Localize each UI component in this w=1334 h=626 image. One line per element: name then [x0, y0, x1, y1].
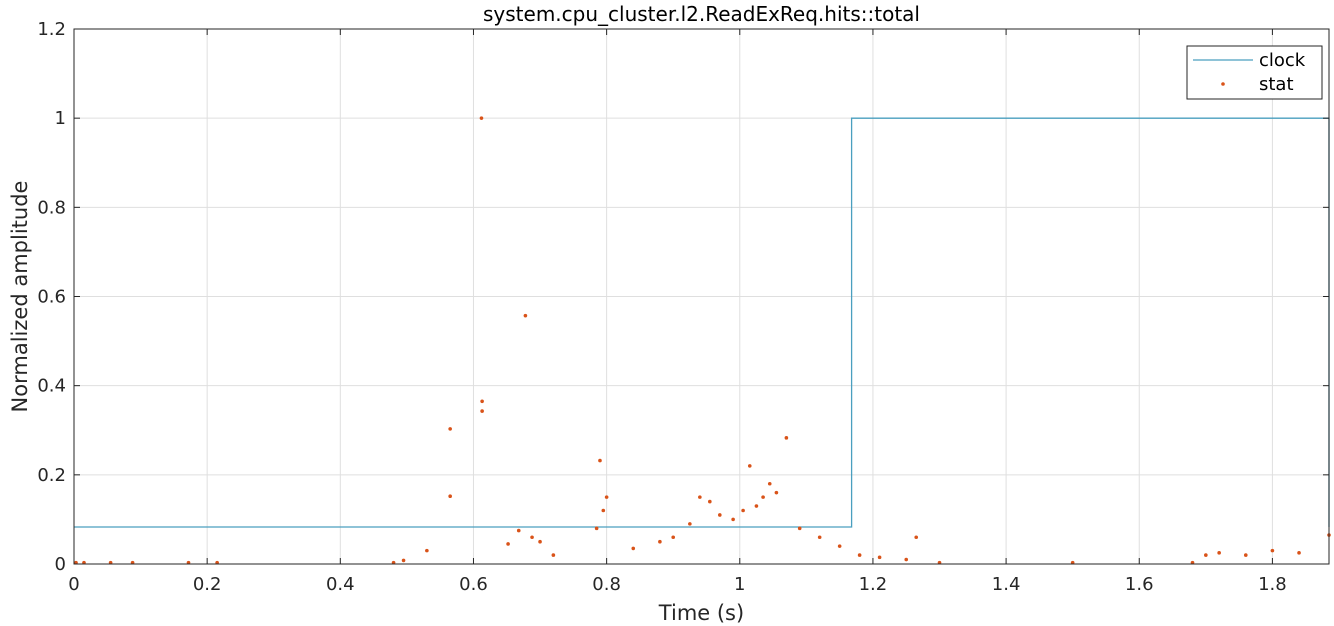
data-point	[448, 427, 452, 431]
data-point	[708, 499, 712, 504]
data-point	[688, 522, 692, 526]
x-tick-label: 0.8	[592, 574, 621, 595]
data-point	[601, 508, 606, 513]
data-point	[914, 535, 919, 540]
data-point	[480, 399, 484, 404]
data-point	[817, 535, 822, 540]
data-point	[1243, 553, 1248, 557]
data-point	[538, 539, 542, 544]
data-point	[401, 558, 406, 563]
y-tick-label: 0.2	[37, 465, 66, 486]
data-point	[658, 539, 662, 544]
data-point	[604, 495, 609, 499]
series-points-stat	[74, 116, 1331, 565]
data-point	[631, 546, 636, 551]
data-point	[698, 495, 702, 499]
data-point	[857, 553, 862, 557]
x-tick-label: 1.2	[859, 574, 888, 595]
data-point	[774, 490, 779, 495]
chart-title: system.cpu_cluster.l2.ReadExReq.hits::to…	[483, 2, 920, 26]
x-tick-label: 0.2	[193, 574, 222, 595]
x-axis-title: Time (s)	[658, 601, 744, 625]
data-point	[530, 535, 534, 540]
x-tick-label: 0	[68, 574, 79, 595]
y-axis-title: Normalized amplitude	[8, 181, 32, 413]
data-point	[671, 535, 676, 540]
x-tick-label: 0.6	[459, 574, 488, 595]
legend: clock stat	[1186, 45, 1323, 100]
data-point	[516, 528, 521, 533]
legend-marker-stat	[1221, 82, 1225, 86]
data-point	[448, 494, 452, 499]
x-tick-label: 1.4	[992, 574, 1021, 595]
y-tick-label: 1.2	[37, 19, 66, 40]
data-point	[767, 481, 772, 486]
data-point	[1297, 551, 1301, 555]
legend-label-clock: clock	[1259, 50, 1306, 71]
data-point	[425, 548, 429, 553]
data-point	[523, 313, 528, 318]
y-tick-label: 0.8	[37, 197, 66, 218]
data-point	[594, 526, 599, 531]
data-point	[784, 436, 789, 440]
data-point	[837, 544, 842, 548]
data-point	[480, 409, 484, 413]
y-tick-label: 0	[55, 554, 66, 575]
x-tick-label: 1.6	[1125, 574, 1154, 595]
data-point	[797, 526, 802, 531]
data-point	[1217, 551, 1221, 555]
data-point	[761, 495, 765, 499]
legend-label-stat: stat	[1259, 74, 1294, 95]
y-tick-label: 0.6	[37, 287, 66, 308]
y-tick-label: 0.4	[37, 376, 66, 397]
data-point	[877, 555, 882, 560]
ticks: 0 0.2 0.4 0.6 0.8 1 1.2 1.4 1.6 1.8 0 0.2 0.4 0.6 0.8 1…	[37, 19, 1329, 595]
data-point	[747, 464, 752, 468]
data-point	[741, 508, 745, 513]
x-tick-label: 1	[734, 574, 745, 595]
data-point	[598, 458, 602, 463]
x-tick-label: 0.4	[326, 574, 355, 595]
data-point	[731, 517, 735, 522]
legend-box	[1186, 45, 1323, 100]
data-point	[718, 513, 722, 517]
data-point	[1204, 553, 1208, 557]
data-point	[479, 116, 484, 120]
x-tick-label: 1.8	[1258, 574, 1287, 595]
data-point	[506, 542, 510, 546]
data-point	[1270, 548, 1275, 553]
y-tick-label: 1	[55, 108, 66, 129]
data-point	[551, 553, 556, 557]
data-point	[754, 504, 759, 508]
data-point	[904, 557, 909, 562]
